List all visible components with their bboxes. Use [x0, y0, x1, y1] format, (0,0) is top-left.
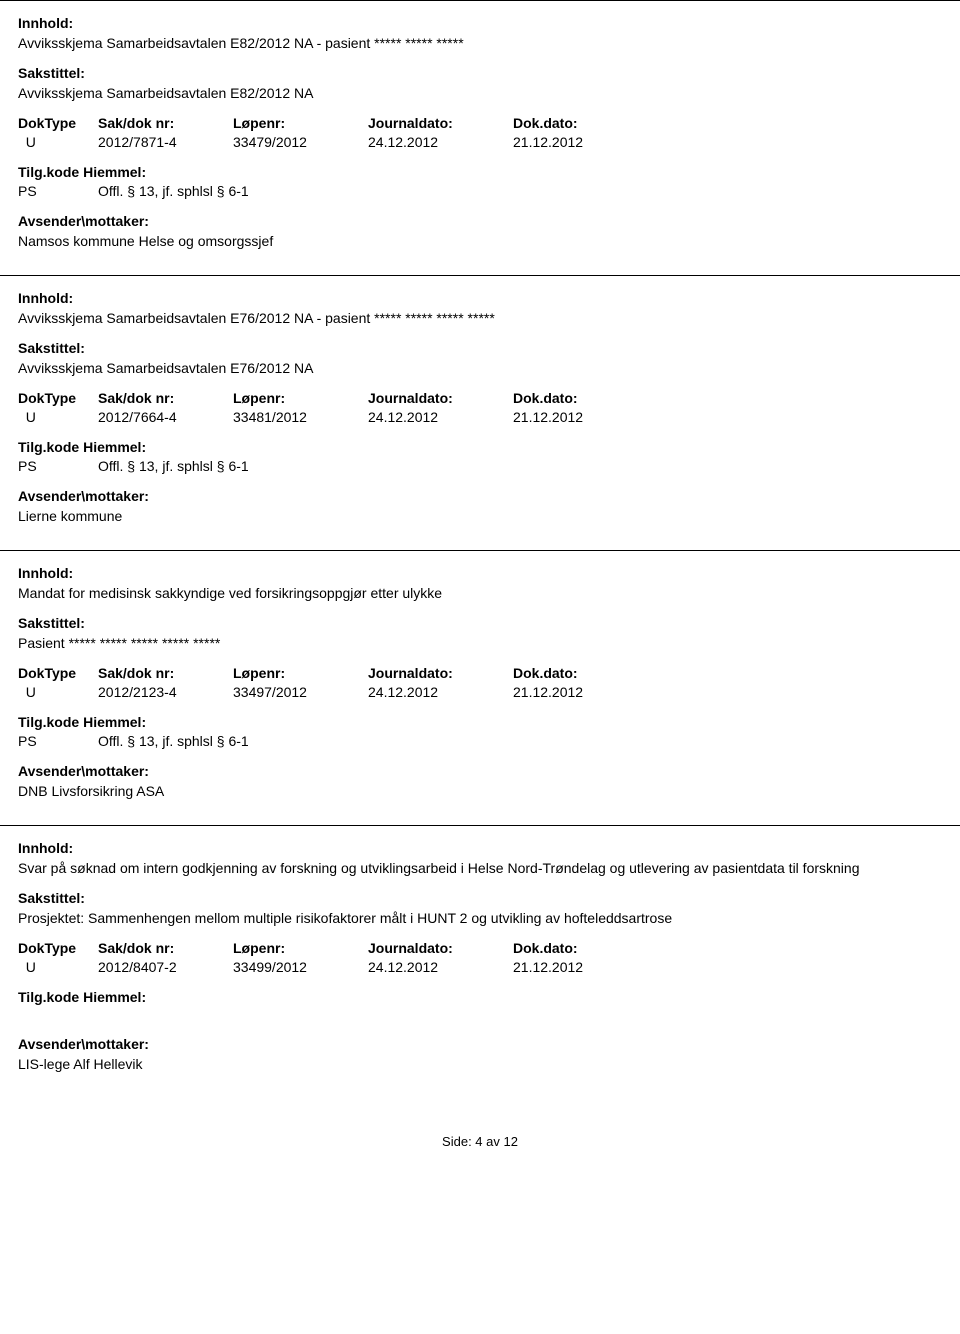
- innhold-label: Innhold:: [18, 840, 942, 856]
- sakstittel-value: Avviksskjema Samarbeidsavtalen E82/2012 …: [18, 85, 942, 101]
- saknr-header: Sak/dok nr:: [98, 665, 233, 681]
- saknr-value: 2012/2123-4: [98, 684, 233, 700]
- doktype-header: DokType: [18, 390, 98, 406]
- avsender-value: DNB Livsforsikring ASA: [18, 783, 942, 799]
- innhold-value: Avviksskjema Samarbeidsavtalen E82/2012 …: [18, 35, 942, 51]
- journaldato-value: 24.12.2012: [368, 134, 513, 150]
- hiemmel-text: Offl. § 13, jf. sphlsl § 6-1: [98, 458, 249, 474]
- tilgkode-label: Tilg.kode Hiemmel:: [18, 989, 942, 1005]
- saknr-value: 2012/7664-4: [98, 409, 233, 425]
- sakstittel-value: Pasient ***** ***** ***** ***** *****: [18, 635, 942, 651]
- avsender-label: Avsender\mottaker:: [18, 763, 942, 779]
- journaldato-value: 24.12.2012: [368, 959, 513, 975]
- tilgkode-label: Tilg.kode Hiemmel:: [18, 714, 942, 730]
- innhold-label: Innhold:: [18, 15, 942, 31]
- sakstittel-label: Sakstittel:: [18, 615, 942, 631]
- dokdato-header: Dok.dato:: [513, 115, 658, 131]
- dokdato-value: 21.12.2012: [513, 959, 658, 975]
- journaldato-value: 24.12.2012: [368, 409, 513, 425]
- saknr-header: Sak/dok nr:: [98, 390, 233, 406]
- dokdato-header: Dok.dato:: [513, 940, 658, 956]
- journal-entry: Innhold: Mandat for medisinsk sakkyndige …: [0, 550, 960, 825]
- lopenr-header: Løpenr:: [233, 665, 368, 681]
- avsender-value: LIS-lege Alf Hellevik: [18, 1056, 942, 1072]
- journal-entry: Innhold: Avviksskjema Samarbeidsavtalen E…: [0, 275, 960, 550]
- hiemmel-code: PS: [18, 183, 98, 199]
- avsender-label: Avsender\mottaker:: [18, 213, 942, 229]
- innhold-value: Mandat for medisinsk sakkyndige ved fors…: [18, 585, 942, 601]
- journaldato-header: Journaldato:: [368, 665, 513, 681]
- journal-entry: Innhold: Avviksskjema Samarbeidsavtalen E…: [0, 0, 960, 275]
- innhold-label: Innhold:: [18, 290, 942, 306]
- lopenr-header: Løpenr:: [233, 940, 368, 956]
- doktype-header: DokType: [18, 115, 98, 131]
- avsender-label: Avsender\mottaker:: [18, 488, 942, 504]
- dokdato-header: Dok.dato:: [513, 390, 658, 406]
- avsender-value: Namsos kommune Helse og omsorgssjef: [18, 233, 942, 249]
- doktype-header: DokType: [18, 940, 98, 956]
- dokdato-header: Dok.dato:: [513, 665, 658, 681]
- doktype-value: U: [18, 684, 98, 700]
- lopenr-header: Løpenr:: [233, 115, 368, 131]
- journal-entry: Innhold: Svar på søknad om intern godkjen…: [0, 825, 960, 1098]
- journaldato-header: Journaldato:: [368, 940, 513, 956]
- dokdato-value: 21.12.2012: [513, 134, 658, 150]
- innhold-value: Svar på søknad om intern godkjenning av …: [18, 860, 942, 876]
- sakstittel-value: Prosjektet: Sammenhengen mellom multiple…: [18, 910, 942, 926]
- hiemmel-text: Offl. § 13, jf. sphlsl § 6-1: [98, 733, 249, 749]
- hiemmel-code: PS: [18, 458, 98, 474]
- doktype-value: U: [18, 409, 98, 425]
- avsender-label: Avsender\mottaker:: [18, 1036, 942, 1052]
- doktype-value: U: [18, 134, 98, 150]
- saknr-value: 2012/8407-2: [98, 959, 233, 975]
- doktype-value: U: [18, 959, 98, 975]
- sakstittel-label: Sakstittel:: [18, 340, 942, 356]
- dokdato-value: 21.12.2012: [513, 409, 658, 425]
- lopenr-value: 33499/2012: [233, 959, 368, 975]
- lopenr-header: Løpenr:: [233, 390, 368, 406]
- journaldato-header: Journaldato:: [368, 390, 513, 406]
- entries-container: Innhold: Avviksskjema Samarbeidsavtalen E…: [0, 0, 960, 1098]
- doktype-header: DokType: [18, 665, 98, 681]
- sakstittel-label: Sakstittel:: [18, 65, 942, 81]
- dokdato-value: 21.12.2012: [513, 684, 658, 700]
- hiemmel-text: Offl. § 13, jf. sphlsl § 6-1: [98, 183, 249, 199]
- saknr-header: Sak/dok nr:: [98, 115, 233, 131]
- lopenr-value: 33479/2012: [233, 134, 368, 150]
- journaldato-value: 24.12.2012: [368, 684, 513, 700]
- tilgkode-label: Tilg.kode Hiemmel:: [18, 439, 942, 455]
- hiemmel-code: PS: [18, 733, 98, 749]
- innhold-label: Innhold:: [18, 565, 942, 581]
- tilgkode-label: Tilg.kode Hiemmel:: [18, 164, 942, 180]
- sakstittel-value: Avviksskjema Samarbeidsavtalen E76/2012 …: [18, 360, 942, 376]
- innhold-value: Avviksskjema Samarbeidsavtalen E76/2012 …: [18, 310, 942, 326]
- sakstittel-label: Sakstittel:: [18, 890, 942, 906]
- saknr-header: Sak/dok nr:: [98, 940, 233, 956]
- lopenr-value: 33481/2012: [233, 409, 368, 425]
- lopenr-value: 33497/2012: [233, 684, 368, 700]
- saknr-value: 2012/7871-4: [98, 134, 233, 150]
- avsender-value: Lierne kommune: [18, 508, 942, 524]
- page-footer: Side: 4 av 12: [0, 1134, 960, 1149]
- journaldato-header: Journaldato:: [368, 115, 513, 131]
